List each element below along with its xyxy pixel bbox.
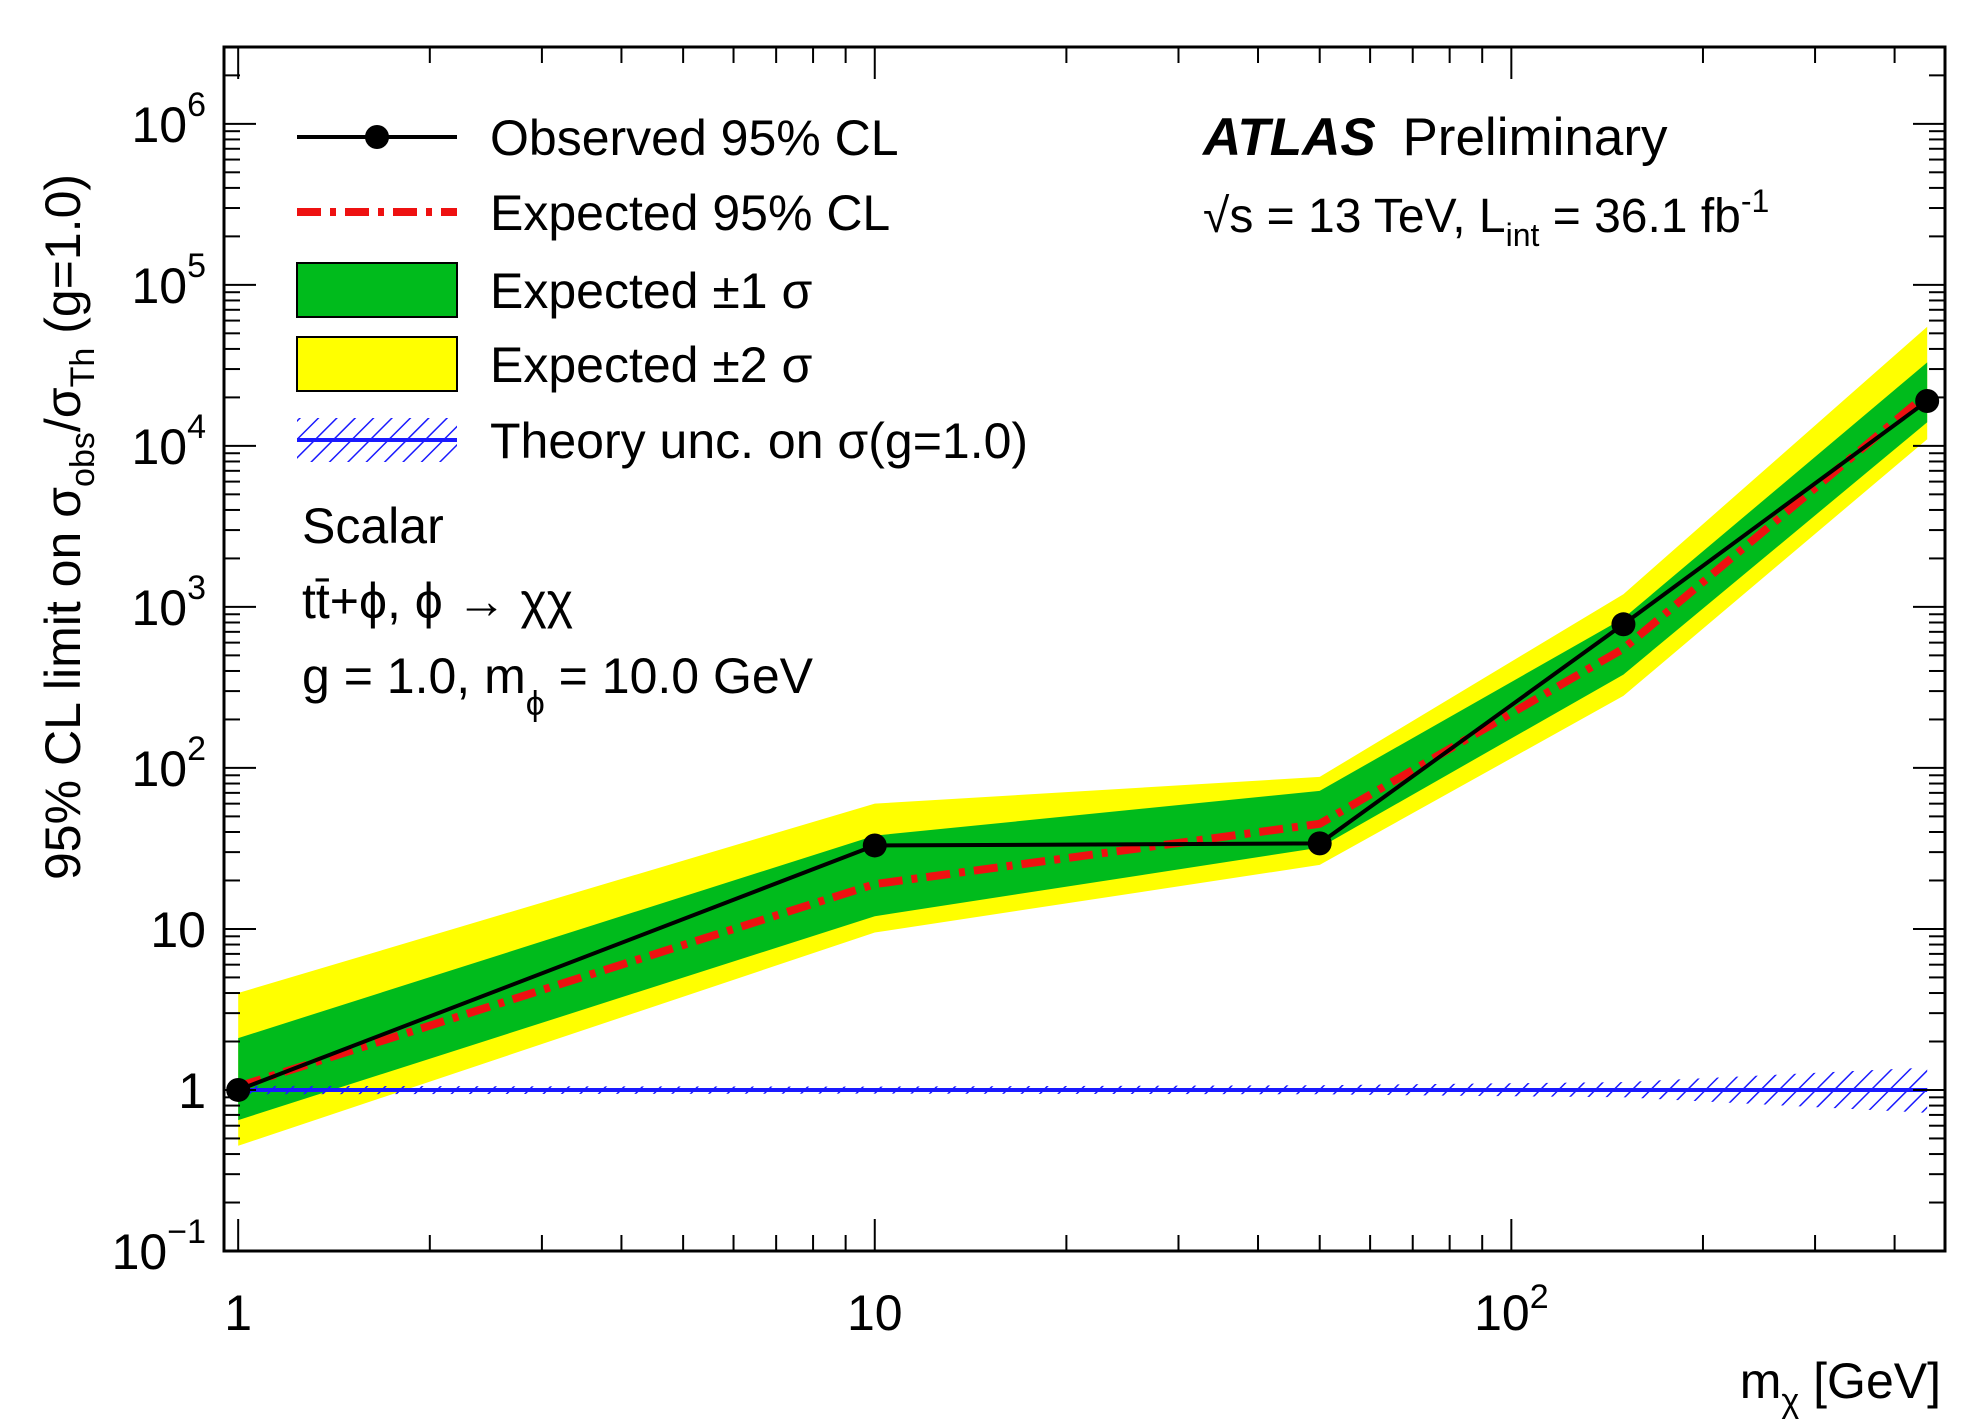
svg-text:g = 1.0, mϕ = 10.0 GeV: g = 1.0, mϕ = 10.0 GeV bbox=[302, 648, 814, 723]
legend-label: Observed 95% CL bbox=[490, 110, 899, 166]
y-tick-exponent: 5 bbox=[187, 247, 206, 285]
y-tick-base: 10 bbox=[131, 258, 187, 314]
y-tick-base: 10 bbox=[131, 741, 187, 797]
y-tick-label: 10 bbox=[150, 902, 206, 958]
y-axis-title: 95% CL limit on σobs/σTh (g=1.0) bbox=[35, 174, 102, 880]
y-tick-label: 105 bbox=[131, 247, 206, 314]
mediator-mass: = 10.0 GeV bbox=[545, 648, 814, 704]
legend-band-swatch bbox=[296, 262, 458, 318]
plot-frame bbox=[222, 45, 1947, 1253]
energy-lumi-label: √s = 13 TeV, Lint = 36.1 fb-1 bbox=[1203, 183, 1769, 253]
y-tick-exponent: 6 bbox=[187, 86, 206, 124]
observed-point bbox=[1915, 388, 1940, 413]
coupling-text: g = 1.0, m bbox=[302, 648, 526, 704]
model-label: Scalar bbox=[302, 498, 444, 554]
x-tick-base: 10 bbox=[1474, 1285, 1530, 1341]
y-tick-base: 10 bbox=[150, 902, 206, 958]
sqrt-symbol: √ bbox=[1203, 190, 1230, 243]
y-title-pre: 95% CL limit on σ bbox=[35, 487, 91, 880]
legend-label: Theory unc. on σ(g=1.0) bbox=[490, 413, 1028, 469]
y-tick-base: 1 bbox=[178, 1063, 206, 1119]
svg-text:√s = 13 TeV, Lint = 36.1 fb-1: √s = 13 TeV, Lint = 36.1 fb-1 bbox=[1203, 183, 1769, 253]
svg-text:mχ [GeV]: mχ [GeV] bbox=[1740, 1353, 1941, 1420]
process-label: tt̄+ϕ, ϕ → χχ bbox=[302, 573, 573, 629]
mediator-subscript: ϕ bbox=[526, 685, 545, 723]
y-title-sub-obs: obs bbox=[64, 432, 102, 487]
x-tick-base: 1 bbox=[224, 1285, 252, 1341]
legend-label: Expected 95% CL bbox=[490, 185, 890, 241]
lumi-subscript: int bbox=[1506, 217, 1540, 253]
observed-point bbox=[1611, 612, 1636, 637]
energy-text: s = 13 TeV, L bbox=[1229, 190, 1505, 243]
y-tick-base: 10 bbox=[112, 1224, 168, 1280]
x-title-unit: [GeV] bbox=[1799, 1353, 1941, 1409]
y-title-mid: /σ bbox=[35, 387, 91, 432]
observed-point bbox=[1307, 831, 1332, 856]
y-tick-exponent: −1 bbox=[167, 1213, 206, 1251]
expected-line bbox=[236, 390, 1930, 1091]
atlas-label: ATLAS Preliminary bbox=[1201, 108, 1668, 167]
y-tick-base: 10 bbox=[131, 419, 187, 475]
x-title-main: m bbox=[1740, 1353, 1782, 1409]
band-1sigma bbox=[238, 362, 1928, 1121]
y-title-post: (g=1.0) bbox=[35, 174, 91, 348]
x-tick-label: 10 bbox=[847, 1285, 903, 1341]
x-tick-label: 1 bbox=[224, 1285, 252, 1341]
legend-label: Expected ±2 σ bbox=[490, 337, 813, 393]
x-tick-exponent: 2 bbox=[1530, 1278, 1549, 1316]
svg-text:ATLAS Preliminary: ATLAS Preliminary bbox=[1201, 108, 1668, 167]
experiment-name: ATLAS bbox=[1201, 108, 1376, 167]
y-tick-exponent: 3 bbox=[187, 569, 206, 607]
y-tick-label: 106 bbox=[131, 86, 206, 153]
x-tick-label: 102 bbox=[1474, 1278, 1549, 1341]
y-tick-exponent: 4 bbox=[187, 408, 206, 446]
lumi-value: = 36.1 fb bbox=[1539, 190, 1741, 243]
legend-label: Expected ±1 σ bbox=[490, 263, 813, 319]
y-tick-label: 1 bbox=[178, 1063, 206, 1119]
x-tick-base: 10 bbox=[847, 1285, 903, 1341]
x-title-sub: χ bbox=[1781, 1382, 1799, 1420]
y-tick-label: 104 bbox=[131, 408, 206, 475]
observed-point bbox=[862, 833, 887, 858]
y-tick-base: 10 bbox=[131, 97, 187, 153]
x-axis-title: mχ [GeV] bbox=[1740, 1353, 1941, 1420]
legend-band-swatch bbox=[296, 336, 458, 392]
y-tick-base: 10 bbox=[131, 580, 187, 636]
legend: Observed 95% CL Expected 95% CL Expected ±… bbox=[296, 110, 1028, 469]
y-tick-label: 102 bbox=[131, 730, 206, 797]
lumi-exponent: -1 bbox=[1741, 183, 1769, 219]
y-tick-exponent: 2 bbox=[187, 730, 206, 768]
y-tick-label: 10−1 bbox=[112, 1213, 206, 1280]
experiment-status: Preliminary bbox=[1402, 108, 1668, 167]
y-title-sub-th: Th bbox=[64, 348, 102, 388]
model-annotations: Scalar tt̄+ϕ, ϕ → χχ g = 1.0, mϕ = 10.0 … bbox=[302, 498, 814, 723]
svg-text:95% CL limit on σobs/σTh (g=1.: 95% CL limit on σobs/σTh (g=1.0) bbox=[35, 174, 102, 880]
legend-observed-marker bbox=[365, 125, 389, 149]
y-tick-label: 103 bbox=[131, 569, 206, 636]
